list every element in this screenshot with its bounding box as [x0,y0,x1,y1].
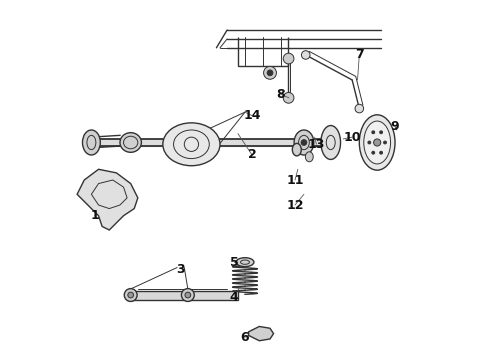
Text: 4: 4 [230,291,239,305]
Text: 13: 13 [308,138,325,151]
Circle shape [124,289,137,301]
Circle shape [355,104,364,113]
Circle shape [372,131,375,134]
Text: 3: 3 [176,263,185,276]
Ellipse shape [305,152,313,162]
Circle shape [128,292,134,298]
Circle shape [373,139,381,146]
Text: 2: 2 [248,148,257,162]
Ellipse shape [364,121,391,164]
Circle shape [384,141,387,144]
Circle shape [283,93,294,103]
Polygon shape [77,169,138,230]
Circle shape [267,70,273,76]
Ellipse shape [293,143,301,156]
Ellipse shape [163,123,220,166]
Circle shape [264,66,276,79]
Text: 8: 8 [276,88,285,101]
Circle shape [301,51,310,59]
Text: 10: 10 [343,131,361,144]
Ellipse shape [359,115,395,170]
Circle shape [301,140,307,145]
Text: 6: 6 [241,331,249,344]
Text: 14: 14 [244,109,261,122]
Polygon shape [127,291,238,300]
Circle shape [185,292,191,298]
Text: 5: 5 [230,256,239,269]
Circle shape [368,141,371,144]
Polygon shape [248,327,273,341]
Circle shape [181,289,194,301]
Text: 12: 12 [286,198,304,212]
Circle shape [380,131,383,134]
Circle shape [283,53,294,64]
Ellipse shape [120,133,142,152]
Ellipse shape [236,258,254,267]
Circle shape [372,151,375,154]
Ellipse shape [82,130,100,155]
Text: 7: 7 [355,49,364,62]
Text: 1: 1 [91,209,99,222]
Text: 11: 11 [286,174,304,186]
Text: 9: 9 [391,120,399,133]
Ellipse shape [321,126,341,159]
Ellipse shape [294,130,314,155]
Circle shape [380,151,383,154]
